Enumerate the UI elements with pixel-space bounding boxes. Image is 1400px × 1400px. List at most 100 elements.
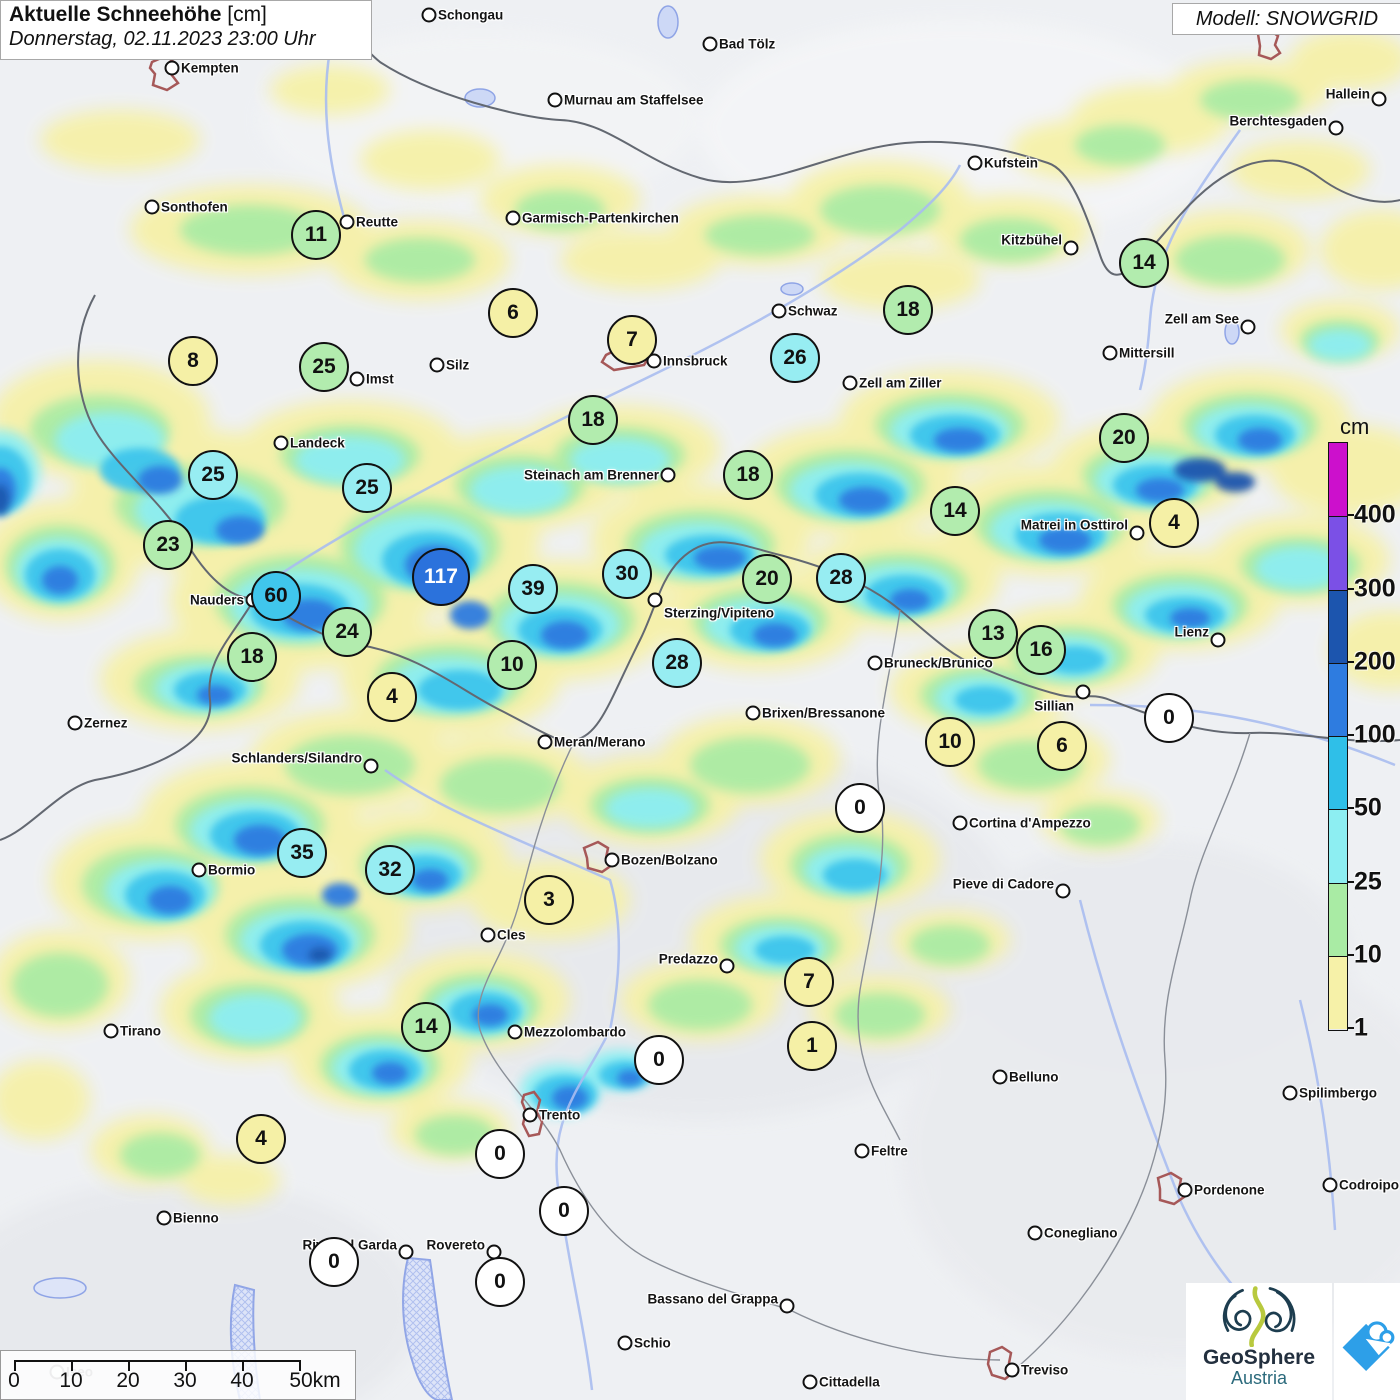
regional-borders — [477, 609, 1251, 1366]
legend-band — [1329, 443, 1347, 517]
snow-value-bubble: 39 — [508, 564, 558, 614]
legend-band — [1329, 882, 1347, 956]
legend-tick-mark — [1348, 734, 1354, 736]
title-box: Aktuelle Schneehöhe [cm] Donnerstag, 02.… — [0, 0, 372, 60]
snow-value-bubble: 4 — [236, 1114, 286, 1164]
station-label: Kufstein — [984, 155, 1038, 171]
snow-value-bubble: 18 — [883, 285, 933, 335]
station-label: Bruneck/Brunico — [884, 655, 993, 671]
snow-value-bubble: 60 — [251, 571, 301, 621]
station-label: Reutte — [356, 214, 399, 230]
snow-value-bubble: 20 — [1099, 413, 1149, 463]
station-marker — [398, 1244, 414, 1260]
snow-value-bubble: 14 — [401, 1002, 451, 1052]
legend-tick-label: 10 — [1354, 940, 1382, 969]
station-label: Mittersill — [1119, 345, 1175, 361]
legend-band — [1329, 736, 1347, 810]
station-marker — [363, 758, 379, 774]
station-label: Spilimbergo — [1299, 1085, 1378, 1101]
station-marker — [647, 592, 663, 608]
snow-value-bubble: 14 — [1119, 238, 1169, 288]
station-label: Nauders — [189, 592, 244, 608]
snow-value-bubble: 10 — [487, 640, 537, 690]
station-label: Pordenone — [1194, 1182, 1265, 1198]
station-label: Feltre — [871, 1143, 908, 1159]
station-label: Trento — [539, 1107, 581, 1123]
station-label: Bad Tölz — [719, 36, 776, 52]
scale-bar-tick — [185, 1360, 187, 1371]
station-marker — [702, 36, 718, 52]
snow-value-bubble: 10 — [925, 717, 975, 767]
station-marker — [867, 655, 883, 671]
scale-bar-tick — [128, 1360, 130, 1371]
station-marker — [273, 435, 289, 451]
station-label: Imst — [366, 371, 394, 387]
station-marker — [967, 155, 983, 171]
snow-value-bubble: 32 — [365, 845, 415, 895]
station-label: Lienz — [1174, 624, 1209, 640]
station-marker — [421, 7, 437, 23]
station-label: Bormio — [208, 862, 256, 878]
snow-value-bubble: 1 — [787, 1021, 837, 1071]
station-label: Codroipo — [1339, 1177, 1399, 1193]
station-label: Predazzo — [658, 951, 718, 967]
model-label-box: Modell: SNOWGRID — [1172, 3, 1400, 35]
snow-value-bubble: 0 — [539, 1186, 589, 1236]
scale-bar-label: 40 — [230, 1369, 254, 1392]
station-label: Schwaz — [788, 303, 838, 319]
legend-band — [1329, 662, 1347, 736]
legend-colorbar — [1328, 442, 1348, 1031]
station-marker — [1371, 91, 1387, 107]
legend-tick-label: 400 — [1354, 500, 1396, 529]
station-label: Treviso — [1021, 1362, 1069, 1378]
station-label: Zell am See — [1164, 311, 1239, 327]
scale-bar-label: 50km — [289, 1369, 341, 1392]
station-marker — [854, 1143, 870, 1159]
station-marker — [660, 467, 676, 483]
snow-value-bubble: 30 — [602, 549, 652, 599]
snow-value-bubble: 24 — [322, 607, 372, 657]
snow-value-bubble: 0 — [309, 1237, 359, 1287]
station-label: Bienno — [173, 1210, 219, 1226]
station-marker — [1177, 1182, 1193, 1198]
station-label: Bozen/Bolzano — [621, 852, 718, 868]
station-marker — [604, 852, 620, 868]
map-title: Aktuelle Schneehöhe [cm] — [9, 3, 363, 27]
station-marker — [505, 210, 521, 226]
scale-bar-line — [14, 1360, 300, 1362]
national-borders — [0, 0, 1400, 841]
snow-value-bubble: 6 — [488, 288, 538, 338]
station-label: Kitzbühel — [1001, 232, 1062, 248]
snow-value-bubble: 4 — [367, 672, 417, 722]
station-label: Zernez — [84, 715, 128, 731]
snow-value-bubble: 16 — [1016, 625, 1066, 675]
station-marker — [646, 353, 662, 369]
station-marker — [779, 1298, 795, 1314]
mountain-cloud-icon — [1342, 1320, 1395, 1371]
legend-tick-label: 25 — [1354, 867, 1382, 895]
snow-value-bubble: 26 — [770, 333, 820, 383]
legend-band — [1329, 809, 1347, 883]
legend-tick-mark — [1348, 660, 1354, 663]
station-marker — [1055, 883, 1071, 899]
station-marker — [537, 734, 553, 750]
snow-value-bubble: 0 — [1144, 693, 1194, 743]
scale-bar-label: 30 — [173, 1369, 197, 1392]
station-label: Matrei in Osttirol — [1020, 517, 1128, 533]
station-label: Pieve di Cadore — [952, 876, 1054, 892]
legend-tick-mark — [1348, 953, 1354, 956]
lakes — [33, 5, 1240, 1400]
snow-value-bubble: 7 — [784, 957, 834, 1007]
snow-value-bubble: 28 — [816, 553, 866, 603]
station-label: Sterzing/Vipiteno — [664, 605, 775, 621]
scale-bar-tick — [242, 1360, 244, 1371]
title-heading: Aktuelle Schneehöhe — [9, 3, 222, 26]
scale-bar-tick — [71, 1360, 73, 1371]
snow-value-bubble: 25 — [299, 342, 349, 392]
scale-bar: 0 10 20 30 40 50km — [0, 1350, 356, 1400]
geosphere-wordmark: GeoSphere — [1202, 1346, 1316, 1369]
model-label: Modell: SNOWGRID — [1195, 7, 1379, 30]
station-label: Cles — [497, 927, 526, 943]
station-marker — [1322, 1177, 1338, 1193]
